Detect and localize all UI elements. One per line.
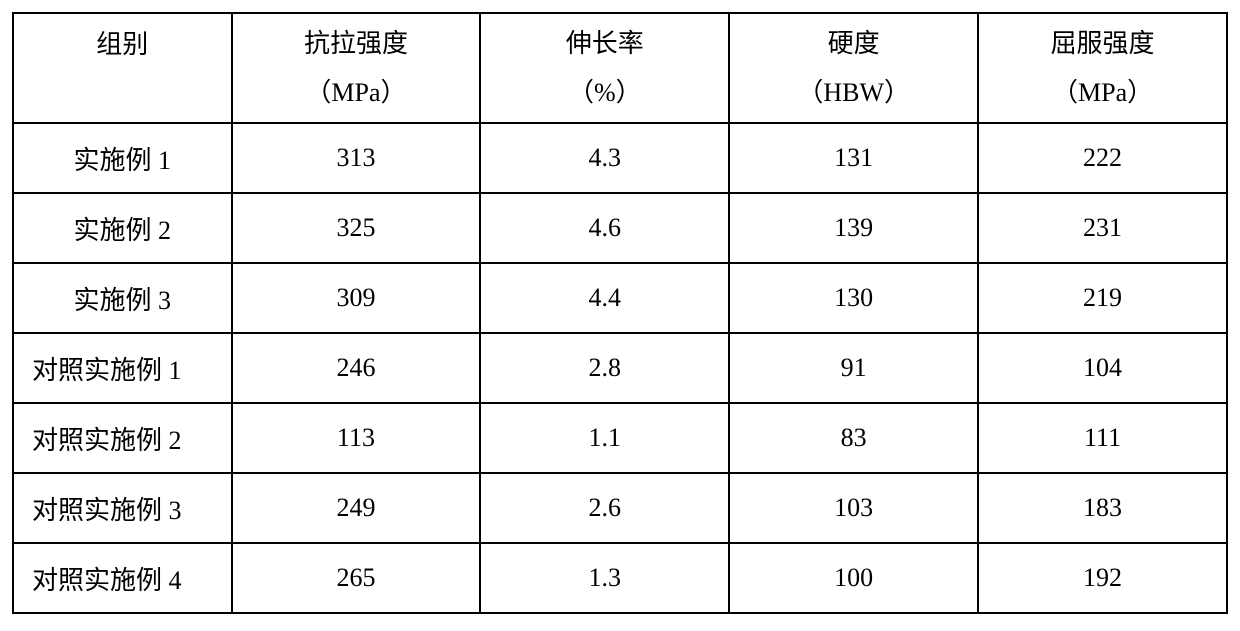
- table-row: 实施例 2 325 4.6 139 231: [13, 193, 1227, 263]
- cell-yield: 183: [978, 473, 1227, 543]
- col-header-hardness: 硬度 （HBW）: [729, 13, 978, 123]
- cell-yield: 111: [978, 403, 1227, 473]
- table-body: 实施例 1 313 4.3 131 222 实施例 2 325 4.6 139 …: [13, 123, 1227, 613]
- cell-group-label: 实施例 3: [13, 263, 232, 333]
- cell-group-label: 对照实施例 3: [13, 473, 232, 543]
- cell-elongation: 2.8: [480, 333, 729, 403]
- table-row: 对照实施例 1 246 2.8 91 104: [13, 333, 1227, 403]
- col-header-tensile-label: 抗拉强度: [304, 29, 408, 58]
- cell-elongation: 4.4: [480, 263, 729, 333]
- cell-tensile: 313: [232, 123, 481, 193]
- cell-elongation: 4.6: [480, 193, 729, 263]
- cell-yield: 192: [978, 543, 1227, 613]
- cell-yield: 104: [978, 333, 1227, 403]
- cell-elongation: 2.6: [480, 473, 729, 543]
- cell-hardness: 139: [729, 193, 978, 263]
- cell-elongation: 4.3: [480, 123, 729, 193]
- table-row: 实施例 1 313 4.3 131 222: [13, 123, 1227, 193]
- col-header-tensile-unit: （MPa）: [237, 68, 476, 117]
- col-header-group: 组别: [13, 13, 232, 123]
- cell-tensile: 249: [232, 473, 481, 543]
- cell-group-label: 实施例 2: [13, 193, 232, 263]
- cell-hardness: 103: [729, 473, 978, 543]
- cell-yield: 231: [978, 193, 1227, 263]
- table-header: 组别 抗拉强度 （MPa） 伸长率 （%） 硬度 （HBW） 屈服强度 （MPa…: [13, 13, 1227, 123]
- col-header-elongation-unit: （%）: [485, 68, 724, 117]
- table-row: 对照实施例 2 113 1.1 83 111: [13, 403, 1227, 473]
- col-header-elongation: 伸长率 （%）: [480, 13, 729, 123]
- cell-elongation: 1.3: [480, 543, 729, 613]
- cell-hardness: 100: [729, 543, 978, 613]
- col-header-yield-label: 屈服强度: [1051, 29, 1155, 58]
- col-header-yield-unit: （MPa）: [983, 68, 1222, 117]
- cell-hardness: 91: [729, 333, 978, 403]
- cell-group-label: 对照实施例 4: [13, 543, 232, 613]
- cell-group-label: 对照实施例 2: [13, 403, 232, 473]
- col-header-hardness-unit: （HBW）: [734, 68, 973, 117]
- cell-tensile: 325: [232, 193, 481, 263]
- col-header-hardness-label: 硬度: [828, 29, 880, 58]
- col-header-group-label: 组别: [96, 30, 148, 59]
- cell-elongation: 1.1: [480, 403, 729, 473]
- cell-tensile: 309: [232, 263, 481, 333]
- cell-yield: 222: [978, 123, 1227, 193]
- col-header-elongation-label: 伸长率: [566, 29, 644, 58]
- cell-tensile: 265: [232, 543, 481, 613]
- cell-yield: 219: [978, 263, 1227, 333]
- properties-table: 组别 抗拉强度 （MPa） 伸长率 （%） 硬度 （HBW） 屈服强度 （MPa…: [12, 12, 1228, 614]
- table-row: 实施例 3 309 4.4 130 219: [13, 263, 1227, 333]
- cell-hardness: 130: [729, 263, 978, 333]
- col-header-tensile: 抗拉强度 （MPa）: [232, 13, 481, 123]
- table-row: 对照实施例 3 249 2.6 103 183: [13, 473, 1227, 543]
- cell-group-label: 实施例 1: [13, 123, 232, 193]
- col-header-yield: 屈服强度 （MPa）: [978, 13, 1227, 123]
- cell-group-label: 对照实施例 1: [13, 333, 232, 403]
- table-row: 对照实施例 4 265 1.3 100 192: [13, 543, 1227, 613]
- header-row: 组别 抗拉强度 （MPa） 伸长率 （%） 硬度 （HBW） 屈服强度 （MPa…: [13, 13, 1227, 123]
- cell-tensile: 113: [232, 403, 481, 473]
- cell-tensile: 246: [232, 333, 481, 403]
- cell-hardness: 131: [729, 123, 978, 193]
- cell-hardness: 83: [729, 403, 978, 473]
